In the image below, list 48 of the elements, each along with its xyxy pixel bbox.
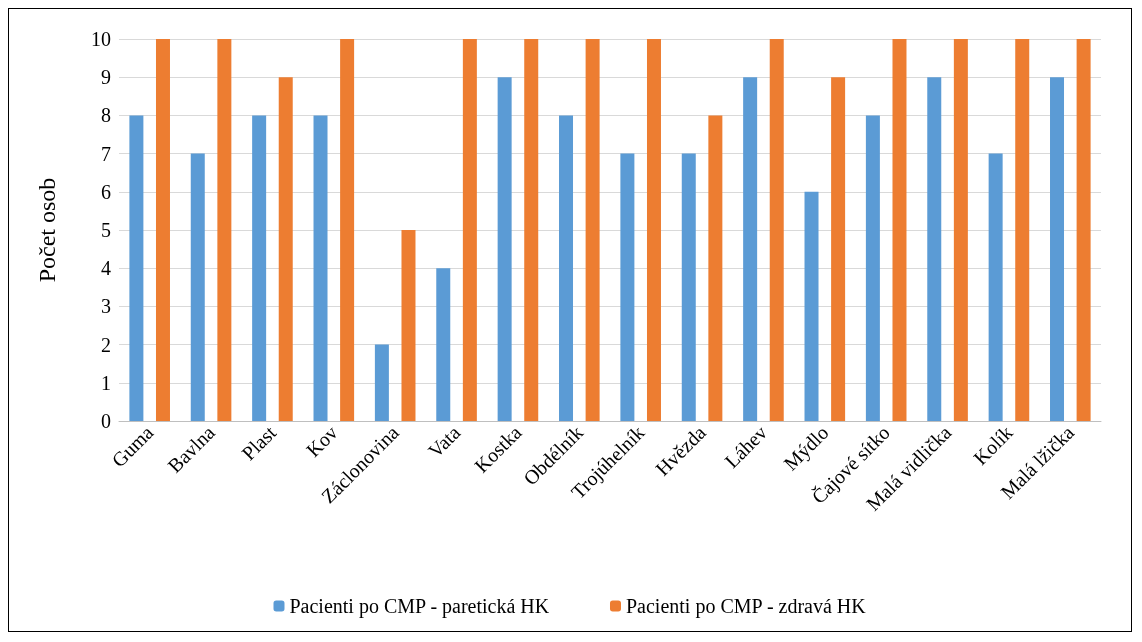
bar <box>401 230 416 421</box>
y-tick-label: 2 <box>101 333 111 356</box>
bar <box>804 191 819 421</box>
y-tick-label: 6 <box>101 180 111 203</box>
y-tick-label: 9 <box>101 66 111 89</box>
y-tick-label: 8 <box>101 104 111 127</box>
bar <box>129 115 144 421</box>
bar <box>313 115 328 421</box>
bar <box>865 115 880 421</box>
y-tick-label: 1 <box>101 371 111 394</box>
bar <box>462 39 477 421</box>
y-tick-label: 7 <box>101 142 111 165</box>
bar <box>1076 39 1091 421</box>
bar <box>708 115 723 421</box>
legend-label: Pacienti po CMP - paretická HK <box>289 595 550 618</box>
legend-label: Pacienti po CMP - zdravá HK <box>626 595 867 618</box>
y-tick-label: 10 <box>91 28 111 50</box>
bar <box>217 39 232 421</box>
bar <box>953 39 968 421</box>
x-tick-label: Plast <box>237 420 281 465</box>
y-tick-label: 0 <box>101 410 111 432</box>
bar <box>620 153 635 421</box>
bar <box>988 153 1003 421</box>
bar <box>585 39 600 421</box>
x-tick-label: Vata <box>423 421 465 462</box>
y-tick-label: 4 <box>101 257 111 280</box>
bar <box>681 153 696 421</box>
bar <box>252 115 267 421</box>
bar <box>1050 77 1065 421</box>
bar <box>155 39 170 421</box>
y-axis-title: Počet osob <box>34 177 60 283</box>
bar <box>374 344 389 421</box>
bar <box>278 77 293 421</box>
bar <box>436 268 451 421</box>
bar <box>497 77 512 421</box>
bar <box>892 39 907 421</box>
bar <box>1015 39 1030 421</box>
bar <box>190 153 205 421</box>
bar <box>831 77 846 421</box>
y-tick-label: 5 <box>101 219 111 241</box>
y-tick-label: 3 <box>101 295 111 318</box>
bar <box>646 39 661 421</box>
bar <box>559 115 574 421</box>
bar <box>743 77 758 421</box>
bar <box>769 39 784 421</box>
bar <box>340 39 355 421</box>
bar <box>927 77 942 421</box>
bar <box>524 39 539 421</box>
